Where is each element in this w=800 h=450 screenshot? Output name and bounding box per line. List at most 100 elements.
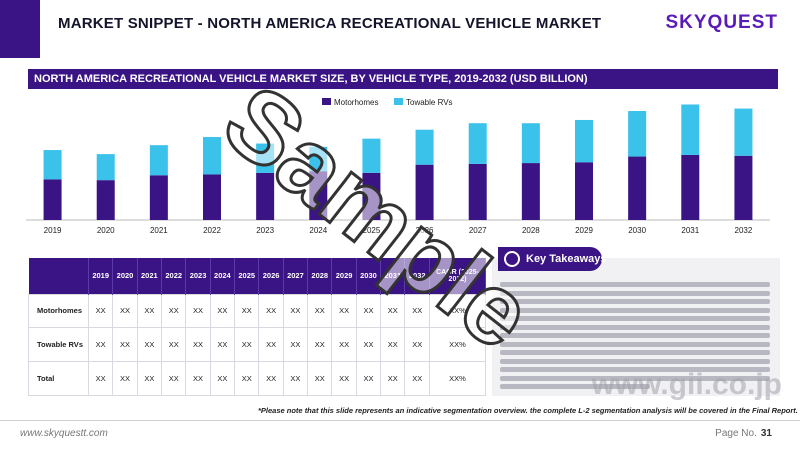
- bar-towable-rvs-2025: [362, 138, 381, 173]
- x-tick-label-2024: 2024: [309, 226, 327, 235]
- table-cell: XX: [112, 293, 138, 329]
- blurred-text-line: [500, 350, 770, 355]
- table-cell: XX: [380, 361, 406, 396]
- accent-bar: [0, 0, 40, 58]
- footer-url[interactable]: www.skyquestt.com: [20, 428, 108, 439]
- table-cell: XX: [185, 361, 211, 396]
- blurred-text-line: [500, 282, 770, 287]
- table-cell: XX: [234, 293, 260, 329]
- blurred-text-line: [500, 341, 770, 347]
- bar-towable-rvs-2022: [203, 137, 221, 175]
- table-header-14: CAGR (2025-2032): [429, 258, 486, 294]
- table-cell: XX: [234, 327, 260, 363]
- table-cell: XX: [161, 293, 187, 329]
- table-cell: XX: [258, 293, 284, 329]
- table-cell: XX: [404, 361, 430, 396]
- bar-motorhomes-2027: [468, 163, 487, 220]
- bar-motorhomes-2030: [628, 156, 647, 220]
- table-cell: XX: [112, 361, 138, 396]
- table-header-13: 2032: [404, 258, 430, 294]
- bar-motorhomes-2029: [575, 162, 593, 220]
- table-cell: XX: [282, 327, 309, 363]
- table-header-4: 2023: [185, 258, 211, 294]
- x-tick-label-2021: 2021: [150, 226, 168, 235]
- table-cell: XX: [87, 327, 114, 363]
- bar-towable-rvs-2019: [43, 150, 62, 180]
- table-cell: XX: [161, 327, 187, 363]
- table-cell: XX: [234, 361, 260, 396]
- table-cell: XX: [355, 293, 382, 329]
- blurred-text-line: [500, 324, 770, 330]
- bar-towable-rvs-2024: [309, 146, 328, 172]
- table-cell: XX: [258, 327, 284, 363]
- table-cell: XX: [87, 361, 114, 396]
- table-cell: XX: [112, 327, 138, 363]
- bar-motorhomes-2020: [96, 180, 115, 220]
- table-cell: XX: [331, 361, 357, 396]
- x-tick-label-2022: 2022: [203, 226, 221, 235]
- blurred-text-line: [500, 316, 770, 321]
- table-cell: XX: [282, 293, 309, 329]
- table-cell: XX%: [429, 327, 486, 363]
- table-header-row: 2019 2020 2021 2022 2023 2024 2025 2026 2027 2028…: [28, 258, 486, 294]
- table-cell: XX: [380, 293, 406, 329]
- page-label: Page No.: [715, 428, 757, 439]
- bar-motorhomes-2022: [203, 174, 221, 220]
- table-cell: XX: [185, 293, 211, 329]
- table-header-2: 2021: [137, 258, 163, 294]
- legend-label-0: Motorhomes: [334, 98, 378, 107]
- footnote: *Please note that this slide represents …: [258, 406, 798, 415]
- table-cell: XX: [404, 293, 430, 329]
- page-title: MARKET SNIPPET - NORTH AMERICA RECREATIO…: [58, 15, 602, 32]
- blurred-text-line: [500, 333, 770, 338]
- table-cell: XX: [331, 327, 357, 363]
- x-tick-label-2025: 2025: [363, 226, 381, 235]
- bar-motorhomes-2023: [256, 172, 275, 220]
- bar-towable-rvs-2020: [96, 154, 115, 181]
- page-number-value: 31: [760, 428, 772, 439]
- blurred-text-line: [500, 307, 770, 313]
- footer-divider: [0, 420, 800, 421]
- table-cell: XX: [380, 327, 406, 363]
- x-tick-label-2032: 2032: [735, 226, 753, 235]
- table-row-label: Towable RVs: [28, 327, 89, 363]
- table-row: Total XX XX XX XX XX XX XX XX XX XX XX XX XX XX XX%: [28, 361, 486, 396]
- bar-motorhomes-2021: [149, 175, 168, 220]
- table-cell: XX: [87, 293, 114, 329]
- bar-towable-rvs-2021: [149, 145, 168, 176]
- table-cell: XX: [209, 293, 236, 329]
- bar-towable-rvs-2023: [256, 143, 275, 173]
- blurred-text-line: [500, 290, 770, 296]
- takeaways-panel: [492, 258, 780, 396]
- table-cell: XX: [185, 327, 211, 363]
- table-row-label: Motorhomes: [28, 293, 89, 329]
- table-header-7: 2026: [258, 258, 284, 294]
- bar-motorhomes-2032: [734, 155, 753, 220]
- table-cell: XX: [136, 293, 163, 329]
- skyquest-logo: SKYQUEST: [665, 12, 778, 33]
- table-header-9: 2028: [307, 258, 333, 294]
- table-row: Towable RVs XX XX XX XX XX XX XX XX XX XX XX XX XX XX X…: [28, 327, 486, 363]
- legend-swatch-0: [322, 98, 331, 105]
- table-cell: XX: [282, 361, 309, 396]
- chart-title: NORTH AMERICA RECREATIONAL VEHICLE MARKE…: [28, 69, 778, 89]
- legend-label-1: Towable RVs: [406, 98, 453, 107]
- takeaway-icon: [504, 251, 520, 267]
- bar-motorhomes-2031: [681, 154, 700, 220]
- table-header-8: 2027: [283, 258, 309, 294]
- bar-towable-rvs-2031: [681, 104, 700, 155]
- table-cell: XX%: [429, 361, 486, 396]
- blurred-text-line: [500, 384, 650, 389]
- table-header-10: 2029: [331, 258, 357, 294]
- bar-motorhomes-2025: [362, 172, 381, 220]
- blurred-text-line: [500, 367, 770, 372]
- table-cell: XX%: [429, 293, 486, 329]
- table-cell: XX: [258, 361, 284, 396]
- bar-motorhomes-2019: [43, 179, 62, 220]
- page-number: Page No. 31: [715, 428, 772, 439]
- table-cell: XX: [209, 361, 236, 396]
- bar-towable-rvs-2030: [628, 111, 647, 157]
- table-cell: XX: [355, 327, 382, 363]
- blurred-text-line: [500, 375, 770, 381]
- table-cell: XX: [161, 361, 187, 396]
